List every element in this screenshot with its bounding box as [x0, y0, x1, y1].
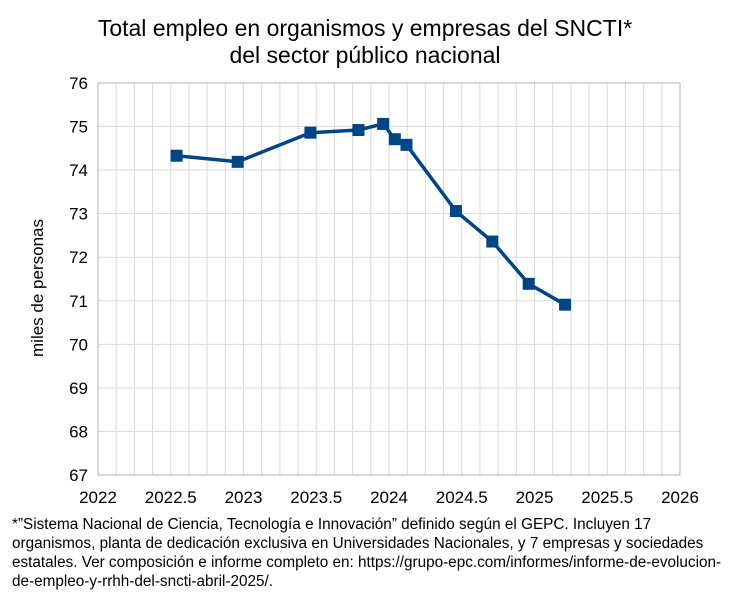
y-tick-label: 67	[69, 466, 88, 485]
data-point	[522, 277, 535, 290]
y-tick-label: 68	[69, 422, 88, 441]
y-axis-label: miles de personas	[28, 219, 47, 357]
y-tick-label: 73	[69, 205, 88, 224]
y-tick-label: 69	[69, 379, 88, 398]
data-point	[400, 138, 413, 151]
data-point	[231, 155, 244, 168]
y-tick-label: 76	[69, 74, 88, 93]
plot-area-frame	[97, 82, 681, 476]
data-point	[486, 235, 499, 248]
x-tick-label: 2022	[79, 488, 117, 507]
x-tick-label: 2024	[370, 488, 408, 507]
footnote: *”Sistema Nacional de Ciencia, Tecnologí…	[12, 516, 722, 590]
data-point	[304, 126, 317, 139]
data-point	[377, 117, 390, 130]
x-tick-label: 2024.5	[436, 488, 488, 507]
x-tick-label: 2022.5	[145, 488, 197, 507]
line-chart: Total empleo en organismos y empresas de…	[28, 15, 699, 507]
data-point	[352, 124, 365, 137]
x-tick-label: 2023.5	[290, 488, 342, 507]
gridlines	[97, 82, 681, 476]
data-point	[449, 205, 462, 218]
series-layer	[170, 117, 572, 311]
chart-subtitle: del sector público nacional	[229, 42, 500, 68]
data-point	[170, 149, 183, 162]
chart-title: Total empleo en organismos y empresas de…	[98, 15, 632, 41]
y-tick-label: 75	[69, 118, 88, 137]
y-tick-label: 71	[69, 292, 88, 311]
y-tick-label: 70	[69, 335, 88, 354]
x-tick-label: 2025.5	[581, 488, 633, 507]
y-tick-label: 72	[69, 248, 88, 267]
y-tick-label: 74	[69, 161, 88, 180]
data-point	[559, 298, 572, 311]
x-tick-label: 2023	[225, 488, 263, 507]
data-point	[388, 133, 401, 146]
x-tick-label: 2026	[661, 488, 699, 507]
tick-labels: 67 68 69 70 71 72 73 74 75 76 2022 2022.5 2023 2023.5…	[69, 74, 699, 507]
x-tick-label: 2025	[516, 488, 554, 507]
